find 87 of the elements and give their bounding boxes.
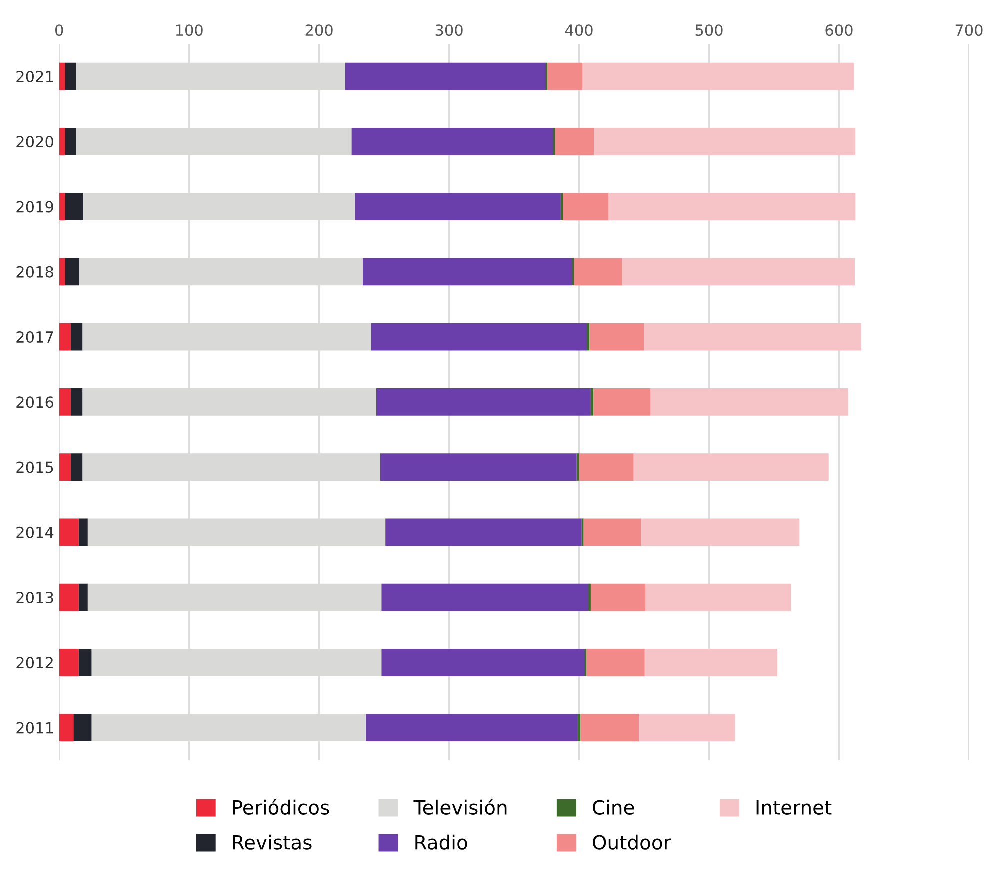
x-tick-label: 600 xyxy=(826,24,853,36)
bar xyxy=(594,128,856,156)
bar xyxy=(380,454,577,481)
bar xyxy=(71,388,83,416)
bar xyxy=(639,714,736,742)
bar xyxy=(59,454,72,481)
y-tick-label: 2014 xyxy=(16,526,54,538)
bar xyxy=(59,648,79,676)
bar xyxy=(78,648,92,676)
bar xyxy=(608,193,856,220)
bar xyxy=(371,323,588,351)
bar xyxy=(65,128,76,156)
x-tick-label: 500 xyxy=(696,24,723,36)
bar xyxy=(59,518,79,546)
bar xyxy=(622,258,855,286)
bar xyxy=(382,648,584,676)
bar xyxy=(59,62,66,90)
bar xyxy=(650,388,848,416)
bar xyxy=(65,193,84,220)
bar xyxy=(587,323,590,351)
bar xyxy=(65,62,76,90)
x-tick-label: 400 xyxy=(565,24,593,36)
bar xyxy=(594,388,651,416)
legend-label: Internet xyxy=(756,800,832,815)
bar xyxy=(65,258,80,286)
bar xyxy=(59,714,74,742)
bar xyxy=(71,323,83,351)
bar xyxy=(586,648,645,676)
x-tick-label: 0 xyxy=(55,24,64,36)
legend-label: Televisión xyxy=(414,799,507,815)
x-tick-label: 100 xyxy=(176,24,203,36)
bar xyxy=(590,388,594,416)
bar xyxy=(74,714,92,742)
y-tick-label: 2012 xyxy=(16,657,53,669)
bar xyxy=(582,62,854,90)
bar xyxy=(345,62,546,90)
bar xyxy=(59,323,72,351)
bar xyxy=(352,128,554,156)
bar xyxy=(580,714,640,742)
bar xyxy=(78,584,88,612)
bar xyxy=(71,454,83,481)
legend-label: Revistas xyxy=(233,834,312,850)
y-tick-label: 2018 xyxy=(16,266,54,278)
bar xyxy=(576,454,580,481)
bar xyxy=(59,584,79,612)
legend-label: Radio xyxy=(416,834,468,850)
bar xyxy=(641,518,800,546)
bar xyxy=(644,323,862,351)
y-tick-label: 2021 xyxy=(16,70,54,83)
bar xyxy=(555,128,594,156)
bar xyxy=(78,518,88,546)
bar xyxy=(59,258,66,286)
y-tick-label: 2020 xyxy=(16,136,54,148)
bar xyxy=(355,193,561,220)
bar xyxy=(634,454,829,481)
x-tick-label: 300 xyxy=(436,24,463,36)
bar xyxy=(382,584,588,612)
bar xyxy=(362,258,572,286)
y-tick-label: 2015 xyxy=(16,462,54,474)
bar xyxy=(376,388,591,416)
bar xyxy=(578,714,581,742)
bar xyxy=(59,128,66,156)
bar xyxy=(579,454,634,481)
legend-label: Periódicos xyxy=(233,799,330,815)
legend-label: Cine xyxy=(593,800,634,815)
bar xyxy=(590,323,644,351)
bar xyxy=(560,193,564,220)
y-tick-label: 2011 xyxy=(16,722,54,734)
y-tick-label: 2013 xyxy=(16,592,54,604)
bar xyxy=(386,518,582,546)
bar xyxy=(366,714,578,742)
bar xyxy=(646,584,792,612)
bar xyxy=(59,193,66,220)
bar xyxy=(547,62,583,90)
bar xyxy=(574,258,622,286)
x-tick-label: 200 xyxy=(306,24,333,36)
y-tick-label: 2016 xyxy=(16,396,54,408)
bar xyxy=(59,388,72,416)
bar xyxy=(584,518,642,546)
bar xyxy=(590,584,646,612)
y-tick-label: 2017 xyxy=(16,331,54,344)
bar xyxy=(563,193,609,220)
legend-label: Outdoor xyxy=(593,834,672,850)
bar xyxy=(588,584,591,612)
y-tick-label: 2019 xyxy=(16,201,54,213)
x-tick-label: 700 xyxy=(956,24,983,36)
bar xyxy=(644,648,778,676)
